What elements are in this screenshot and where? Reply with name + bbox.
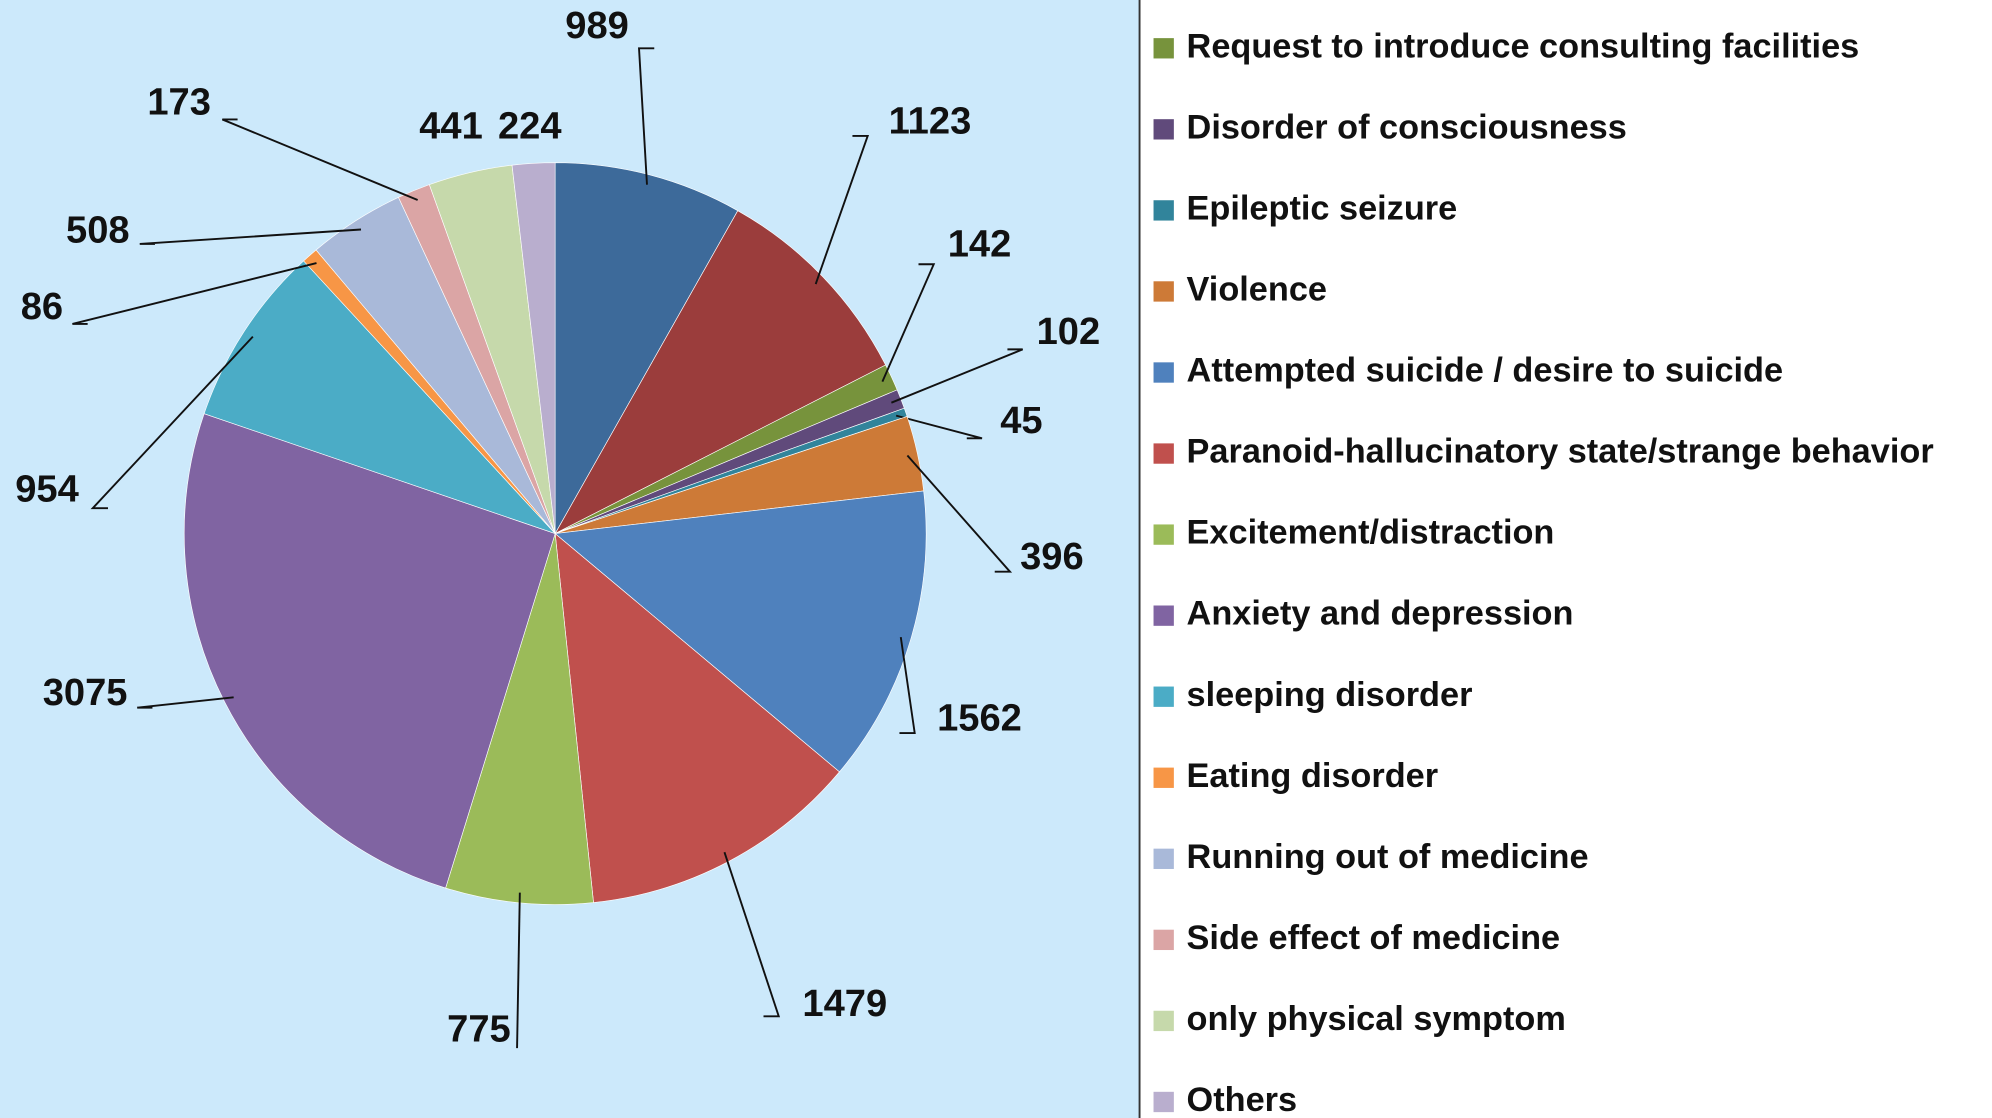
legend-swatch [1153,38,1174,59]
legend-swatch [1153,200,1174,221]
leader-line [906,454,1013,573]
legend-swatch [1153,281,1174,302]
leader-line [881,263,936,383]
legend-swatch [1153,119,1174,140]
pie-slice [511,162,556,534]
data-label: 86 [21,286,63,328]
leader-line [895,414,983,440]
leader-line [72,262,317,325]
leader-line [90,336,254,510]
data-label: 1479 [802,983,887,1025]
legend-label: Paranoid-hallucinatory state/strange beh… [1187,433,1934,471]
leader-line [723,851,781,1018]
leader-line [899,637,916,734]
pie-slice [183,413,556,889]
legend-label: Epileptic seizure [1187,189,1458,227]
data-label: 954 [15,469,79,511]
leader-line [891,348,1024,404]
data-label: 1123 [889,100,972,142]
pie-slice [554,162,739,535]
legend-background [1139,0,1992,1118]
legend-label: Others [1187,1081,1298,1118]
legend: Request to introduce consulting faciliti… [1153,27,1934,1118]
data-label: 775 [447,1009,511,1051]
pie-slice [554,490,927,773]
legend-label: sleeping disorder [1187,676,1473,714]
leader-line [814,135,870,285]
legend-swatch [1153,1010,1174,1032]
leader-line [516,892,521,1049]
pie-slice [554,210,887,535]
pie-slice [554,532,840,903]
data-label: 102 [1037,311,1101,353]
leader-line [221,118,419,201]
data-label: 396 [1020,536,1084,578]
legend-label: Request to introduce consulting faciliti… [1187,27,1860,65]
legend-label: Running out of medicine [1187,838,1589,876]
legend-swatch [1153,524,1174,545]
leader-line [638,47,655,185]
legend-label: Attempted suicide / desire to suicide [1187,352,1784,390]
data-label: 508 [66,210,130,252]
legend-label: Eating disorder [1187,757,1439,795]
legend-label: Anxiety and depression [1187,595,1574,633]
legend-label: Excitement/distraction [1187,514,1555,552]
legend-label: Violence [1187,271,1327,309]
data-label: 45 [1000,400,1042,442]
data-label: 1562 [937,697,1022,739]
legend-swatch [1153,686,1174,707]
data-label: 989 [565,5,629,47]
legend-swatch [1153,929,1174,951]
leader-line [139,228,362,245]
legend-label: only physical symptom [1187,1000,1566,1038]
pie: 989 1123 142 102 45 396 1562 1479 775 3075 954 8650… [15,5,1100,1051]
legend-swatch [1153,362,1174,383]
legend-swatch [1153,1091,1174,1113]
legend-swatch [1153,848,1174,869]
data-label: 441 [419,105,483,147]
legend-swatch [1153,443,1174,464]
data-label: 224 [498,105,562,147]
data-label: 173 [147,81,211,123]
data-label: 3075 [43,672,128,714]
legend-label: Disorder of consciousness [1187,108,1627,146]
legend-label: Side effect of medicine [1187,919,1561,957]
legend-swatch [1153,767,1174,788]
data-label: 142 [948,224,1012,266]
legend-swatch [1153,605,1174,626]
leader-line [137,696,234,709]
